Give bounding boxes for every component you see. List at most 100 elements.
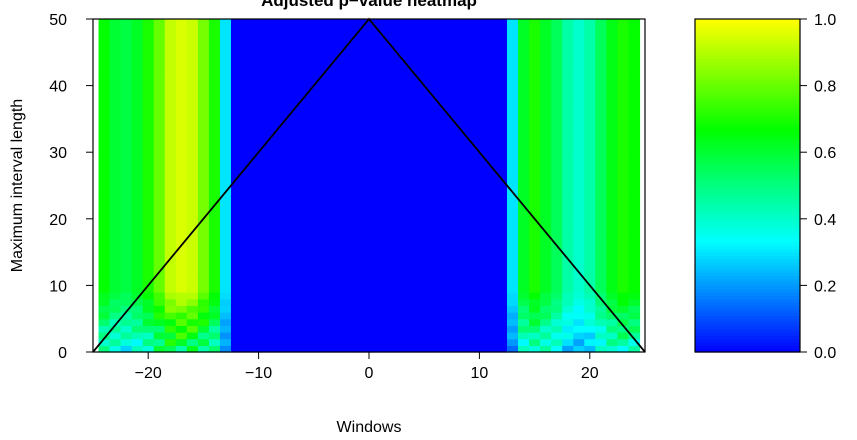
heatmap-cell: [595, 58, 607, 67]
heatmap-cell: [418, 192, 431, 200]
heatmap-cell: [484, 178, 497, 187]
heatmap-cell: [208, 252, 221, 260]
heatmap-cell: [142, 98, 155, 107]
heatmap-cell: [275, 105, 287, 113]
heatmap-cell: [495, 98, 508, 107]
heatmap-cell: [418, 38, 431, 47]
heatmap-cell: [253, 198, 265, 207]
heatmap-cell: [584, 25, 596, 33]
heatmap-cell: [297, 225, 309, 233]
heatmap-cell: [363, 325, 376, 333]
heatmap-cell: [286, 338, 298, 346]
heatmap-cell: [186, 32, 199, 40]
heatmap-cell: [628, 72, 641, 80]
heatmap-cell: [451, 198, 464, 207]
heatmap-cell: [495, 285, 508, 293]
heatmap-cell: [352, 138, 365, 147]
heatmap-cell: [286, 265, 298, 273]
heatmap-cell: [562, 285, 574, 293]
heatmap-cell: [374, 252, 387, 260]
heatmap-cell: [628, 265, 641, 273]
heatmap-cell: [219, 118, 232, 127]
heatmap-cell: [352, 165, 365, 173]
heatmap-cell: [374, 318, 387, 326]
heatmap-cell: [175, 145, 188, 153]
heatmap-cell: [617, 38, 630, 47]
heatmap-cell: [297, 78, 309, 87]
heatmap-cell: [429, 232, 442, 240]
heatmap-cell: [584, 232, 596, 240]
heatmap-cell: [407, 45, 420, 53]
heatmap-cell: [473, 278, 486, 286]
heatmap-cell: [219, 338, 232, 346]
heatmap-cell: [451, 172, 464, 180]
heatmap-cell: [308, 85, 320, 93]
heatmap-cell: [617, 158, 630, 167]
heatmap-cell: [153, 245, 166, 253]
heatmap-cell: [606, 232, 618, 240]
colorbar-swatch: [695, 265, 800, 270]
heatmap-cell: [507, 92, 519, 100]
heatmap-cell: [562, 298, 574, 306]
heatmap-cell: [264, 292, 276, 300]
heatmap-cell: [120, 325, 133, 333]
heatmap-cell: [407, 232, 420, 240]
heatmap-cell: [628, 25, 641, 33]
heatmap-cell: [418, 258, 431, 267]
heatmap-cell: [330, 132, 342, 140]
heatmap-cell: [440, 192, 453, 200]
heatmap-cell: [473, 305, 486, 313]
heatmap-cell: [319, 338, 331, 346]
heatmap-cell: [595, 345, 607, 353]
heatmap-cell: [275, 225, 287, 233]
heatmap-cell: [374, 152, 387, 160]
heatmap-cell: [319, 65, 331, 73]
heatmap-cell: [219, 258, 232, 267]
heatmap-cell: [164, 325, 177, 333]
heatmap-cell: [352, 185, 365, 193]
heatmap-cell: [142, 78, 155, 87]
heatmap-cell: [142, 192, 155, 200]
colorbar-swatch: [695, 175, 800, 180]
colorbar-swatch: [695, 338, 800, 343]
colorbar-swatch: [695, 228, 800, 233]
heatmap-cell: [529, 58, 541, 67]
heatmap-cell: [297, 218, 309, 227]
heatmap-cell: [551, 118, 563, 127]
heatmap-cell: [473, 132, 486, 140]
heatmap-cell: [286, 225, 298, 233]
heatmap-cell: [628, 85, 641, 93]
heatmap-cell: [529, 292, 541, 300]
heatmap-cell: [473, 165, 486, 173]
heatmap-cell: [462, 92, 475, 100]
heatmap-cell: [219, 38, 232, 47]
heatmap-cell: [385, 105, 398, 113]
heatmap-cell: [407, 272, 420, 280]
heatmap-cell: [451, 112, 464, 120]
heatmap-cell: [562, 65, 574, 73]
heatmap-cell: [297, 258, 309, 267]
heatmap-cell: [374, 65, 387, 73]
heatmap-cell: [286, 98, 298, 107]
heatmap-cell: [275, 138, 287, 147]
heatmap-cell: [153, 218, 166, 227]
heatmap-cell: [253, 38, 265, 47]
heatmap-cell: [451, 278, 464, 286]
heatmap-cell: [219, 45, 232, 53]
heatmap-cell: [473, 58, 486, 67]
heatmap-cell: [484, 138, 497, 147]
heatmap-cell: [529, 298, 541, 306]
colorbar-swatch: [695, 342, 800, 346]
heatmap-cell: [606, 19, 618, 27]
heatmap-cell: [164, 258, 177, 267]
colorbar-axis: 0.00.20.40.60.81.0: [800, 12, 836, 362]
heatmap-cell: [120, 192, 133, 200]
heatmap-cell: [131, 45, 144, 53]
heatmap-cell: [396, 325, 409, 333]
heatmap-cell: [462, 285, 475, 293]
heatmap-cell: [418, 45, 431, 53]
heatmap-cell: [507, 205, 519, 213]
heatmap-cell: [573, 225, 585, 233]
heatmap-cell: [462, 45, 475, 53]
heatmap-cell: [297, 292, 309, 300]
